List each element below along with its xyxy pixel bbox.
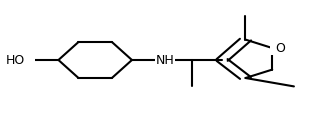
FancyBboxPatch shape [155, 53, 175, 67]
FancyBboxPatch shape [15, 53, 35, 67]
Text: HO: HO [6, 54, 25, 66]
Text: O: O [276, 42, 286, 54]
FancyBboxPatch shape [270, 41, 281, 55]
Text: NH: NH [156, 54, 175, 66]
